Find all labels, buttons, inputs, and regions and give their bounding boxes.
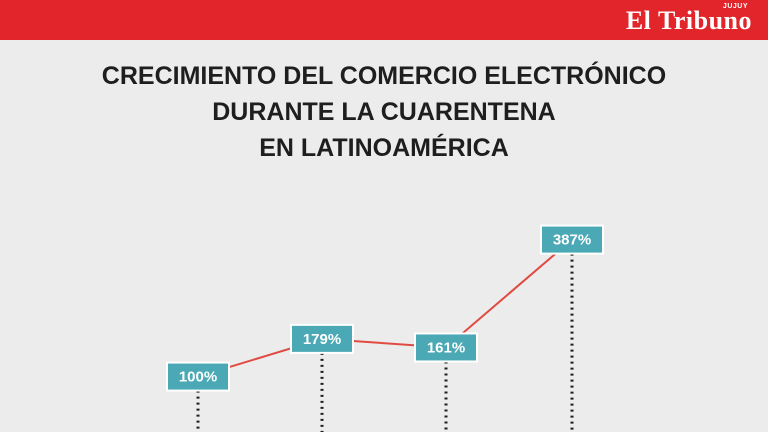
- header-bar: El Tribuno JUJUY: [0, 0, 768, 40]
- title-line-2: DURANTE LA CUARENTENA: [212, 98, 556, 126]
- data-label-4: 387%: [553, 232, 591, 249]
- data-point-4: [540, 224, 604, 255]
- title-line-1: CRECIMIENTO DEL COMERCIO ELECTRÓNICO: [101, 62, 667, 90]
- title-line-3: EN LATINOAMÉRICA: [259, 134, 509, 162]
- data-point-2: [290, 323, 354, 354]
- data-point-1: [166, 361, 230, 392]
- brand-logo: El Tribuno JUJUY: [626, 2, 752, 40]
- data-label-1: 100%: [179, 369, 217, 386]
- data-point-3: [414, 332, 478, 363]
- series-line: [197, 238, 573, 378]
- data-label-2: 179%: [303, 331, 341, 348]
- data-label-3: 161%: [427, 339, 465, 356]
- brand-region: JUJUY: [722, 3, 748, 10]
- brand-name: El Tribuno: [625, 6, 752, 35]
- chart-title: CRECIMIENTO DEL COMERCIO ELECTRÓNICO DUR…: [0, 58, 768, 166]
